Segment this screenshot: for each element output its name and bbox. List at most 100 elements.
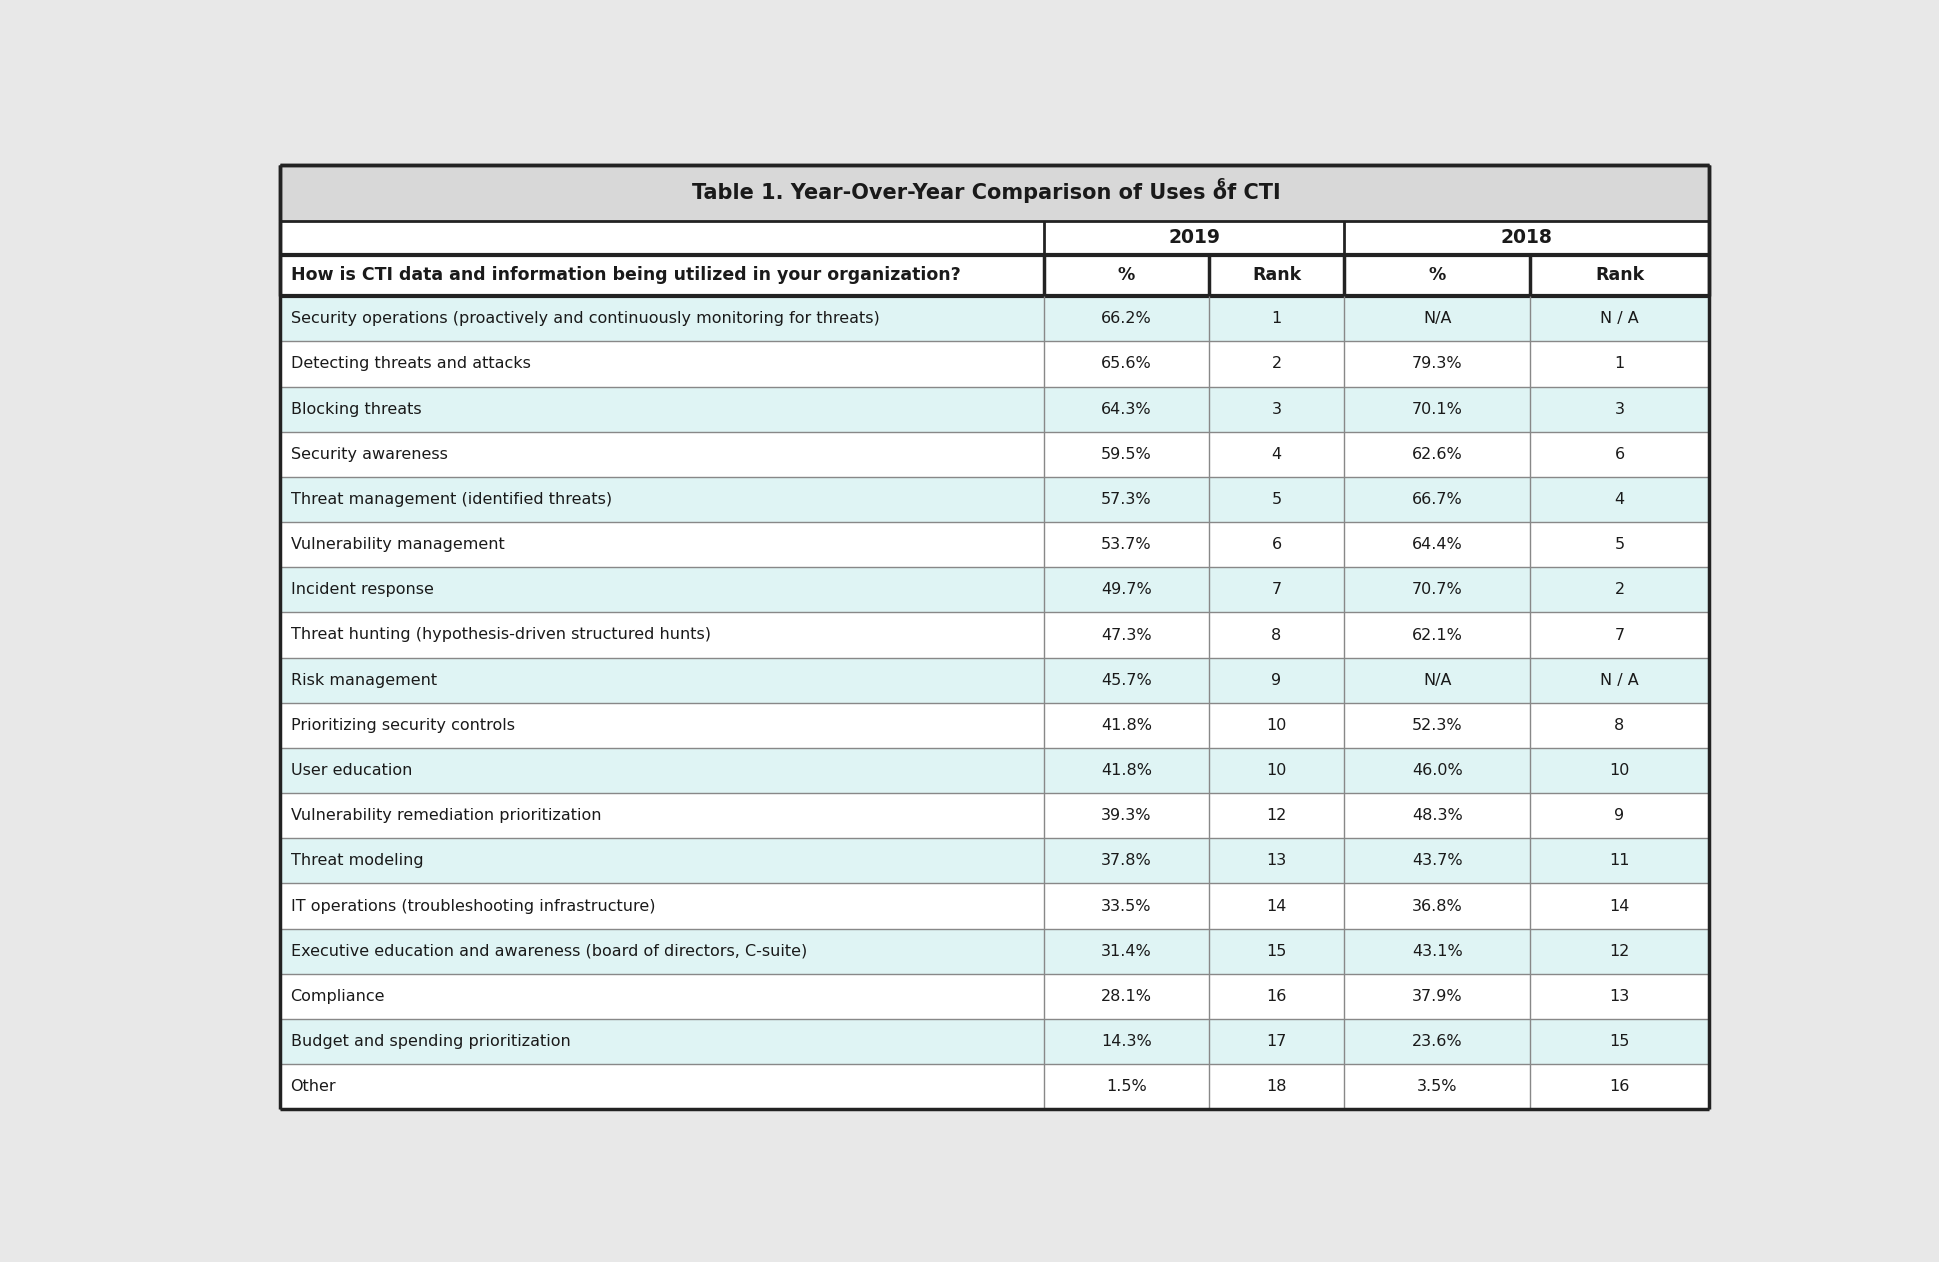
Text: 37.9%: 37.9% [1412,989,1462,1003]
Text: Security awareness: Security awareness [291,447,448,462]
Text: 28.1%: 28.1% [1099,989,1152,1003]
Text: Detecting threats and attacks: Detecting threats and attacks [291,356,529,371]
Bar [279,165,1708,221]
Text: 66.2%: 66.2% [1101,312,1152,327]
Text: 12: 12 [1266,808,1286,823]
Text: Other: Other [291,1079,335,1094]
Text: 15: 15 [1266,944,1286,959]
Text: User education: User education [291,764,411,777]
Bar [279,1064,1708,1109]
Bar [279,748,1708,793]
Text: 45.7%: 45.7% [1101,673,1152,688]
Bar [279,221,1708,255]
Text: N / A: N / A [1600,312,1638,327]
Text: 2: 2 [1270,356,1282,371]
Text: 41.8%: 41.8% [1099,764,1152,777]
Text: 10: 10 [1266,718,1286,733]
Text: 9: 9 [1613,808,1623,823]
Text: 16: 16 [1266,989,1286,1003]
Text: 37.8%: 37.8% [1101,853,1152,868]
Text: 33.5%: 33.5% [1101,899,1152,914]
Bar [279,793,1708,838]
Text: 70.1%: 70.1% [1412,401,1462,416]
Text: Threat management (identified threats): Threat management (identified threats) [291,492,611,507]
Text: 6: 6 [1216,177,1224,189]
Text: 70.7%: 70.7% [1412,582,1462,597]
Bar [279,658,1708,703]
Text: 16: 16 [1609,1079,1629,1094]
Text: 62.6%: 62.6% [1412,447,1462,462]
Text: Prioritizing security controls: Prioritizing security controls [291,718,514,733]
Text: 64.4%: 64.4% [1412,538,1462,553]
Text: N/A: N/A [1423,673,1450,688]
Text: 79.3%: 79.3% [1412,356,1462,371]
Text: 23.6%: 23.6% [1412,1034,1462,1049]
Text: 59.5%: 59.5% [1101,447,1152,462]
Text: 4: 4 [1270,447,1282,462]
Text: 65.6%: 65.6% [1101,356,1152,371]
Text: 3.5%: 3.5% [1415,1079,1456,1094]
Text: 12: 12 [1609,944,1629,959]
Bar [279,477,1708,522]
Bar [279,567,1708,612]
Bar [279,883,1708,929]
Text: 4: 4 [1613,492,1623,507]
Text: 15: 15 [1609,1034,1629,1049]
Text: 13: 13 [1609,989,1629,1003]
Text: 66.7%: 66.7% [1412,492,1462,507]
Text: 8: 8 [1270,627,1282,642]
Text: 43.7%: 43.7% [1412,853,1462,868]
Text: 52.3%: 52.3% [1412,718,1462,733]
Text: 64.3%: 64.3% [1101,401,1152,416]
Bar [279,522,1708,567]
Text: 1.5%: 1.5% [1105,1079,1146,1094]
Bar [279,838,1708,883]
Text: 5: 5 [1613,538,1623,553]
Text: 53.7%: 53.7% [1101,538,1152,553]
Text: Rank: Rank [1594,266,1642,284]
Text: Executive education and awareness (board of directors, C-suite): Executive education and awareness (board… [291,944,807,959]
Bar [279,255,1708,297]
Text: 43.1%: 43.1% [1412,944,1462,959]
Text: 5: 5 [1270,492,1282,507]
Text: IT operations (troubleshooting infrastructure): IT operations (troubleshooting infrastru… [291,899,655,914]
Text: Security operations (proactively and continuously monitoring for threats): Security operations (proactively and con… [291,312,878,327]
Text: 13: 13 [1266,853,1286,868]
Text: 1: 1 [1270,312,1282,327]
Text: N / A: N / A [1600,673,1638,688]
Text: 3: 3 [1270,401,1282,416]
Text: 9: 9 [1270,673,1282,688]
Text: 46.0%: 46.0% [1412,764,1462,777]
Text: 14: 14 [1609,899,1629,914]
Text: 10: 10 [1266,764,1286,777]
Text: %: % [1427,266,1445,284]
Text: 2: 2 [1613,582,1623,597]
Text: 39.3%: 39.3% [1101,808,1152,823]
Text: 3: 3 [1613,401,1623,416]
Text: Rank: Rank [1251,266,1301,284]
Text: 2019: 2019 [1167,228,1220,247]
Text: 48.3%: 48.3% [1412,808,1462,823]
Text: 2018: 2018 [1501,228,1551,247]
Bar [279,432,1708,477]
Text: Table 1. Year-Over-Year Comparison of Uses of CTI: Table 1. Year-Over-Year Comparison of Us… [692,183,1280,203]
Text: Blocking threats: Blocking threats [291,401,421,416]
Text: 47.3%: 47.3% [1101,627,1152,642]
Text: Incident response: Incident response [291,582,432,597]
Text: N/A: N/A [1423,312,1450,327]
Bar [279,386,1708,432]
Text: 6: 6 [1270,538,1282,553]
Text: Threat hunting (hypothesis-driven structured hunts): Threat hunting (hypothesis-driven struct… [291,627,710,642]
Bar [279,612,1708,658]
Text: Budget and spending prioritization: Budget and spending prioritization [291,1034,570,1049]
Text: Vulnerability remediation prioritization: Vulnerability remediation prioritization [291,808,601,823]
Text: 11: 11 [1609,853,1629,868]
Bar [279,297,1708,342]
Text: 14.3%: 14.3% [1101,1034,1152,1049]
Text: 14: 14 [1266,899,1286,914]
Text: 8: 8 [1613,718,1623,733]
Bar [279,703,1708,748]
Text: Vulnerability management: Vulnerability management [291,538,504,553]
Text: 7: 7 [1270,582,1282,597]
Text: Threat modeling: Threat modeling [291,853,423,868]
